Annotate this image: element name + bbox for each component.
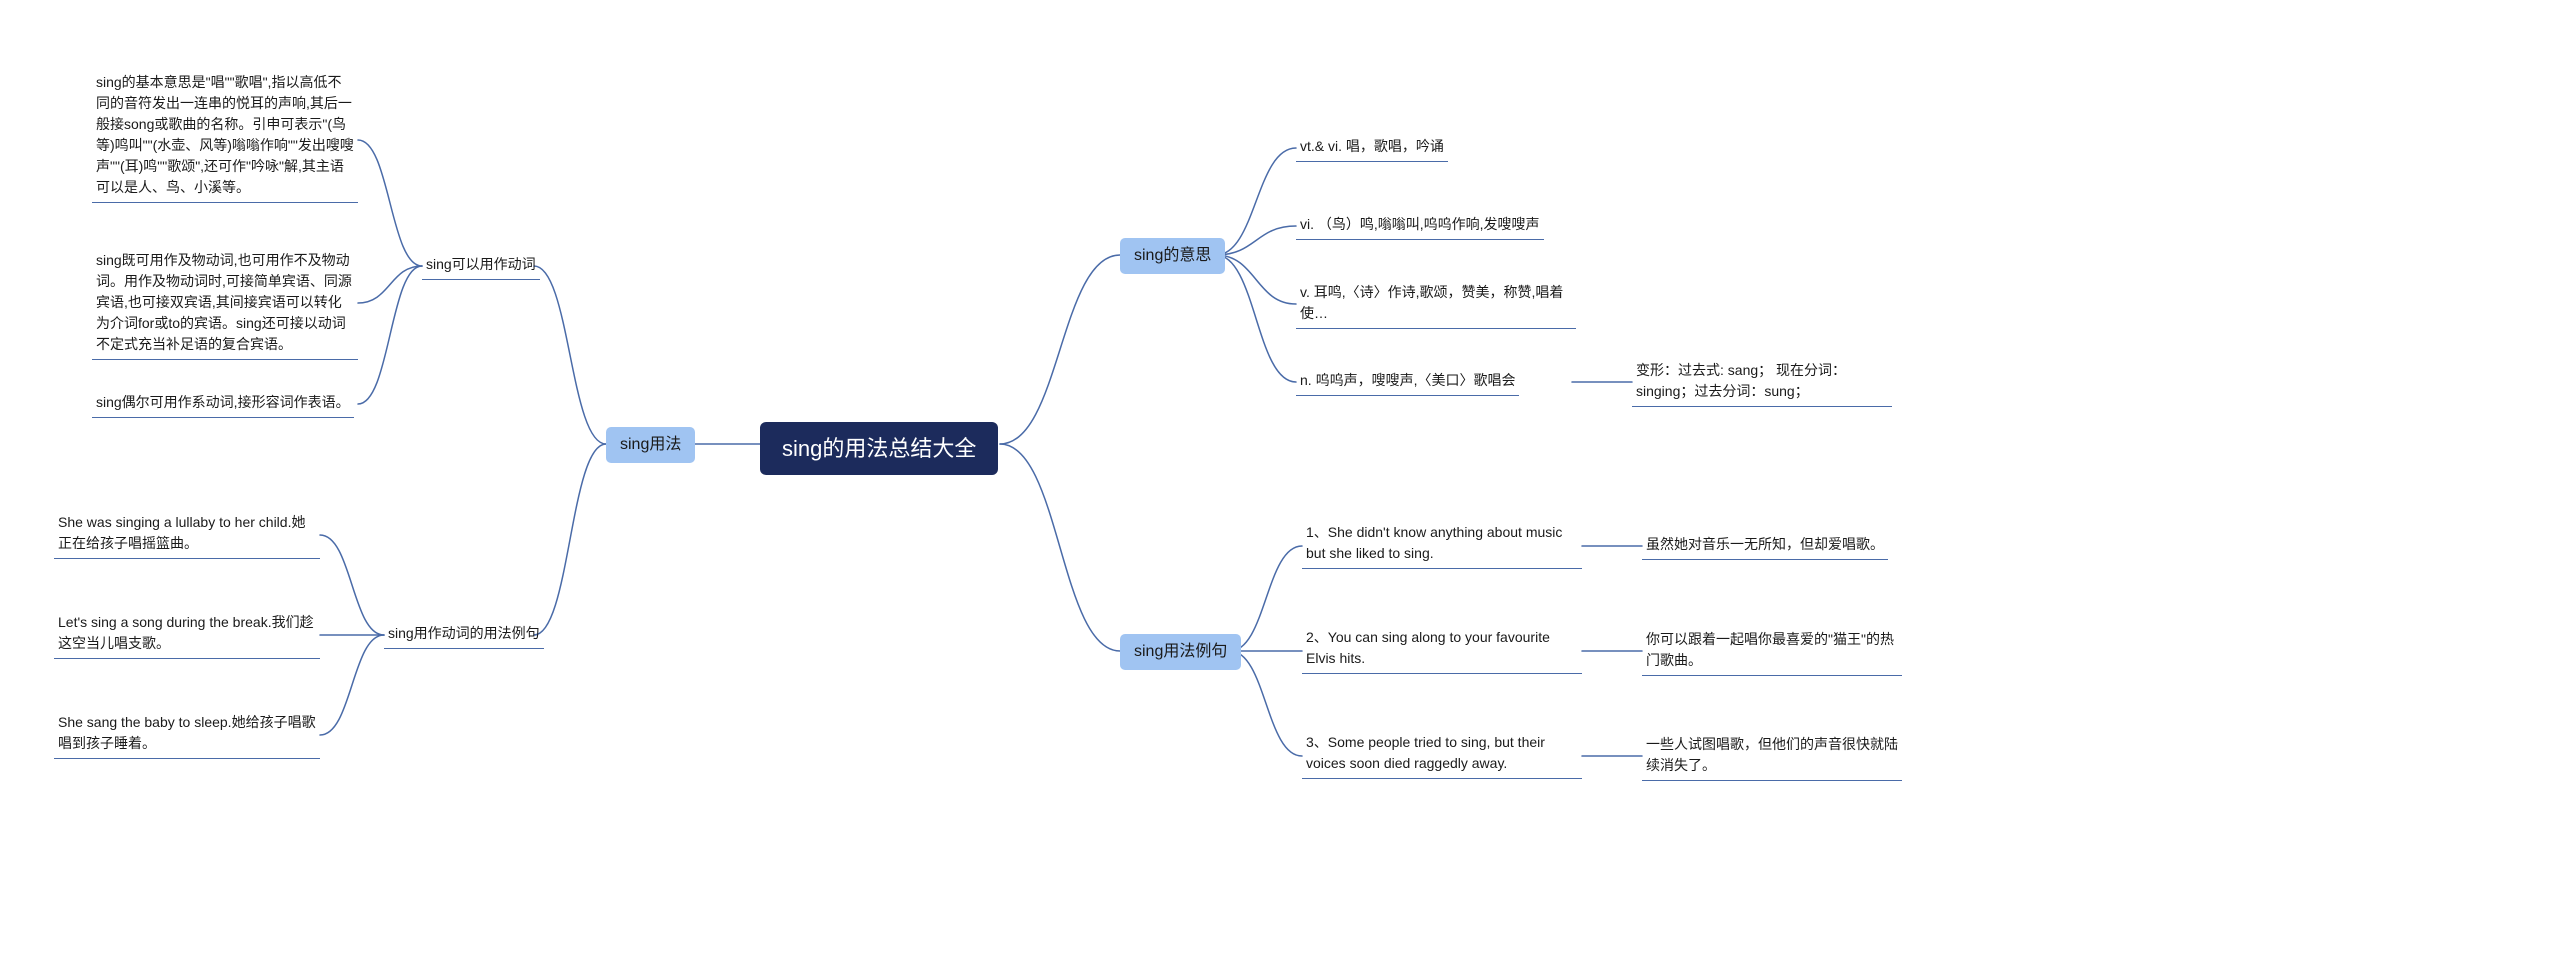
branch-examples-label: sing用法例句 xyxy=(1134,640,1227,664)
branch-meaning-label: sing的意思 xyxy=(1134,244,1211,268)
leaf-usage-ex-text: sing用作动词的用法例句 xyxy=(388,623,540,644)
leaf-usage-ex-0[interactable]: She was singing a lullaby to her child.她… xyxy=(54,510,320,559)
leaf-usage-verb-text: sing可以用作动词 xyxy=(426,254,536,275)
leaf-ex-2-text: 3、Some people tried to sing, but their v… xyxy=(1306,732,1578,774)
leaf-usage-verb-0-text: sing的基本意思是"唱""歌唱",指以高低不同的音符发出一连串的悦耳的声响,其… xyxy=(96,72,354,198)
leaf-ex-0-text: 1、She didn't know anything about music b… xyxy=(1306,522,1578,564)
leaf-usage-ex-1-text: Let's sing a song during the break.我们趁这空… xyxy=(58,612,316,654)
leaf-ex-1-trans[interactable]: 你可以跟着一起唱你最喜爱的"猫王"的热门歌曲。 xyxy=(1642,627,1902,676)
leaf-meaning-1[interactable]: vi. （鸟）鸣,嗡嗡叫,呜呜作响,发嗖嗖声 xyxy=(1296,212,1544,240)
mindmap-edges xyxy=(0,0,2560,975)
leaf-usage-verb-1[interactable]: sing既可用作及物动词,也可用作不及物动词。用作及物动词时,可接简单宾语、同源… xyxy=(92,248,358,360)
leaf-usage-verb-2-text: sing偶尔可用作系动词,接形容词作表语。 xyxy=(96,392,350,413)
root-label: sing的用法总结大全 xyxy=(782,432,976,465)
leaf-ex-2-trans[interactable]: 一些人试图唱歌，但他们的声音很快就陆续消失了。 xyxy=(1642,732,1902,781)
leaf-usage-verb-0[interactable]: sing的基本意思是"唱""歌唱",指以高低不同的音符发出一连串的悦耳的声响,其… xyxy=(92,70,358,203)
leaf-usage-verb-2[interactable]: sing偶尔可用作系动词,接形容词作表语。 xyxy=(92,390,354,418)
leaf-ex-2-trans-text: 一些人试图唱歌，但他们的声音很快就陆续消失了。 xyxy=(1646,734,1898,776)
leaf-ex-1-text: 2、You can sing along to your favourite E… xyxy=(1306,627,1578,669)
leaf-meaning-3-sub-text: 变形：过去式: sang； 现在分词：singing；过去分词：sung； xyxy=(1636,360,1888,402)
leaf-meaning-3-sub[interactable]: 变形：过去式: sang； 现在分词：singing；过去分词：sung； xyxy=(1632,358,1892,407)
root-node[interactable]: sing的用法总结大全 xyxy=(760,422,998,475)
leaf-usage-verb-1-text: sing既可用作及物动词,也可用作不及物动词。用作及物动词时,可接简单宾语、同源… xyxy=(96,250,354,355)
leaf-usage-ex-2-text: She sang the baby to sleep.她给孩子唱歌唱到孩子睡着。 xyxy=(58,712,316,754)
leaf-usage-ex-2[interactable]: She sang the baby to sleep.她给孩子唱歌唱到孩子睡着。 xyxy=(54,710,320,759)
leaf-meaning-2-text: v. 耳鸣,〈诗〉作诗,歌颂，赞美，称赞,唱着使… xyxy=(1300,282,1572,324)
leaf-ex-0-trans[interactable]: 虽然她对音乐一无所知，但却爱唱歌。 xyxy=(1642,532,1888,560)
leaf-meaning-0[interactable]: vt.& vi. 唱，歌唱，吟诵 xyxy=(1296,134,1448,162)
branch-usage-label: sing用法 xyxy=(620,433,681,457)
leaf-ex-1[interactable]: 2、You can sing along to your favourite E… xyxy=(1302,625,1582,674)
leaf-ex-0[interactable]: 1、She didn't know anything about music b… xyxy=(1302,520,1582,569)
leaf-ex-1-trans-text: 你可以跟着一起唱你最喜爱的"猫王"的热门歌曲。 xyxy=(1646,629,1898,671)
leaf-meaning-1-text: vi. （鸟）鸣,嗡嗡叫,呜呜作响,发嗖嗖声 xyxy=(1300,214,1540,235)
leaf-meaning-0-text: vt.& vi. 唱，歌唱，吟诵 xyxy=(1300,136,1444,157)
leaf-usage-ex[interactable]: sing用作动词的用法例句 xyxy=(384,621,544,649)
leaf-ex-0-trans-text: 虽然她对音乐一无所知，但却爱唱歌。 xyxy=(1646,534,1884,555)
leaf-usage-verb[interactable]: sing可以用作动词 xyxy=(422,252,540,280)
leaf-meaning-2[interactable]: v. 耳鸣,〈诗〉作诗,歌颂，赞美，称赞,唱着使… xyxy=(1296,280,1576,329)
leaf-usage-ex-0-text: She was singing a lullaby to her child.她… xyxy=(58,512,316,554)
branch-meaning[interactable]: sing的意思 xyxy=(1120,238,1225,274)
branch-usage[interactable]: sing用法 xyxy=(606,427,695,463)
leaf-usage-ex-1[interactable]: Let's sing a song during the break.我们趁这空… xyxy=(54,610,320,659)
leaf-meaning-3-text: n. 呜呜声，嗖嗖声,〈美口〉歌唱会 xyxy=(1300,370,1515,391)
branch-examples[interactable]: sing用法例句 xyxy=(1120,634,1241,670)
leaf-ex-2[interactable]: 3、Some people tried to sing, but their v… xyxy=(1302,730,1582,779)
leaf-meaning-3[interactable]: n. 呜呜声，嗖嗖声,〈美口〉歌唱会 xyxy=(1296,368,1519,396)
